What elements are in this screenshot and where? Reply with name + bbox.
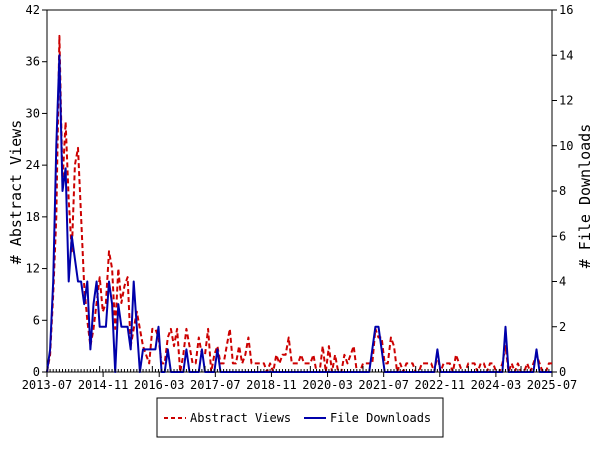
y-right-tick-label: 10: [559, 139, 573, 153]
y-right-tick-label: 12: [559, 94, 573, 108]
y-left-tick-label: 36: [26, 55, 40, 69]
x-tick-label: 2024-03: [471, 378, 522, 392]
series-file-downloads-line: [46, 54, 552, 373]
plot-frame: [46, 9, 553, 373]
y-left-tick-label: 30: [26, 106, 40, 120]
y-axis-right-title: # File Downloads: [576, 124, 594, 269]
y-right-tick-label: 0: [559, 365, 566, 379]
y-left-tick-label: 18: [26, 210, 40, 224]
legend-file-downloads-label: File Downloads: [330, 411, 431, 425]
x-tick-label: 2016-03: [134, 378, 185, 392]
x-tick-label: 2021-07: [358, 378, 409, 392]
y-left-tick-label: 6: [33, 313, 40, 327]
y-right-tick-label: 2: [559, 320, 566, 334]
series-lines: [46, 34, 552, 373]
x-tick-label: 2022-11: [414, 378, 465, 392]
x-tick-label: 2020-03: [302, 378, 353, 392]
y-left-tick-label: 24: [26, 158, 40, 172]
x-tick-label: 2025-07: [527, 378, 578, 392]
y-left-tick-label: 12: [26, 262, 40, 276]
x-tick-label: 2017-07: [190, 378, 241, 392]
y-axis-left-title: # Abstract Views: [7, 120, 25, 265]
legend-box: [156, 397, 444, 438]
y-right-tick-label: 8: [559, 184, 566, 198]
plot-border: [46, 9, 553, 373]
x-tick-label: 2013-07: [22, 378, 73, 392]
y-left-tick-label: 42: [26, 3, 40, 17]
y-right-tick-label: 14: [559, 48, 573, 62]
y-left-tick-label: 0: [33, 365, 40, 379]
y-right-tick-label: 16: [559, 3, 573, 17]
legend: Abstract Views File Downloads: [156, 397, 444, 438]
y-right-tick-label: 6: [559, 229, 566, 243]
legend-abstract-views-label: Abstract Views: [190, 411, 291, 425]
y-right-tick-label: 4: [559, 275, 566, 289]
x-tick-label: 2014-11: [78, 378, 129, 392]
x-tick-label: 2018-11: [246, 378, 297, 392]
series-abstract-views-line: [46, 34, 552, 373]
